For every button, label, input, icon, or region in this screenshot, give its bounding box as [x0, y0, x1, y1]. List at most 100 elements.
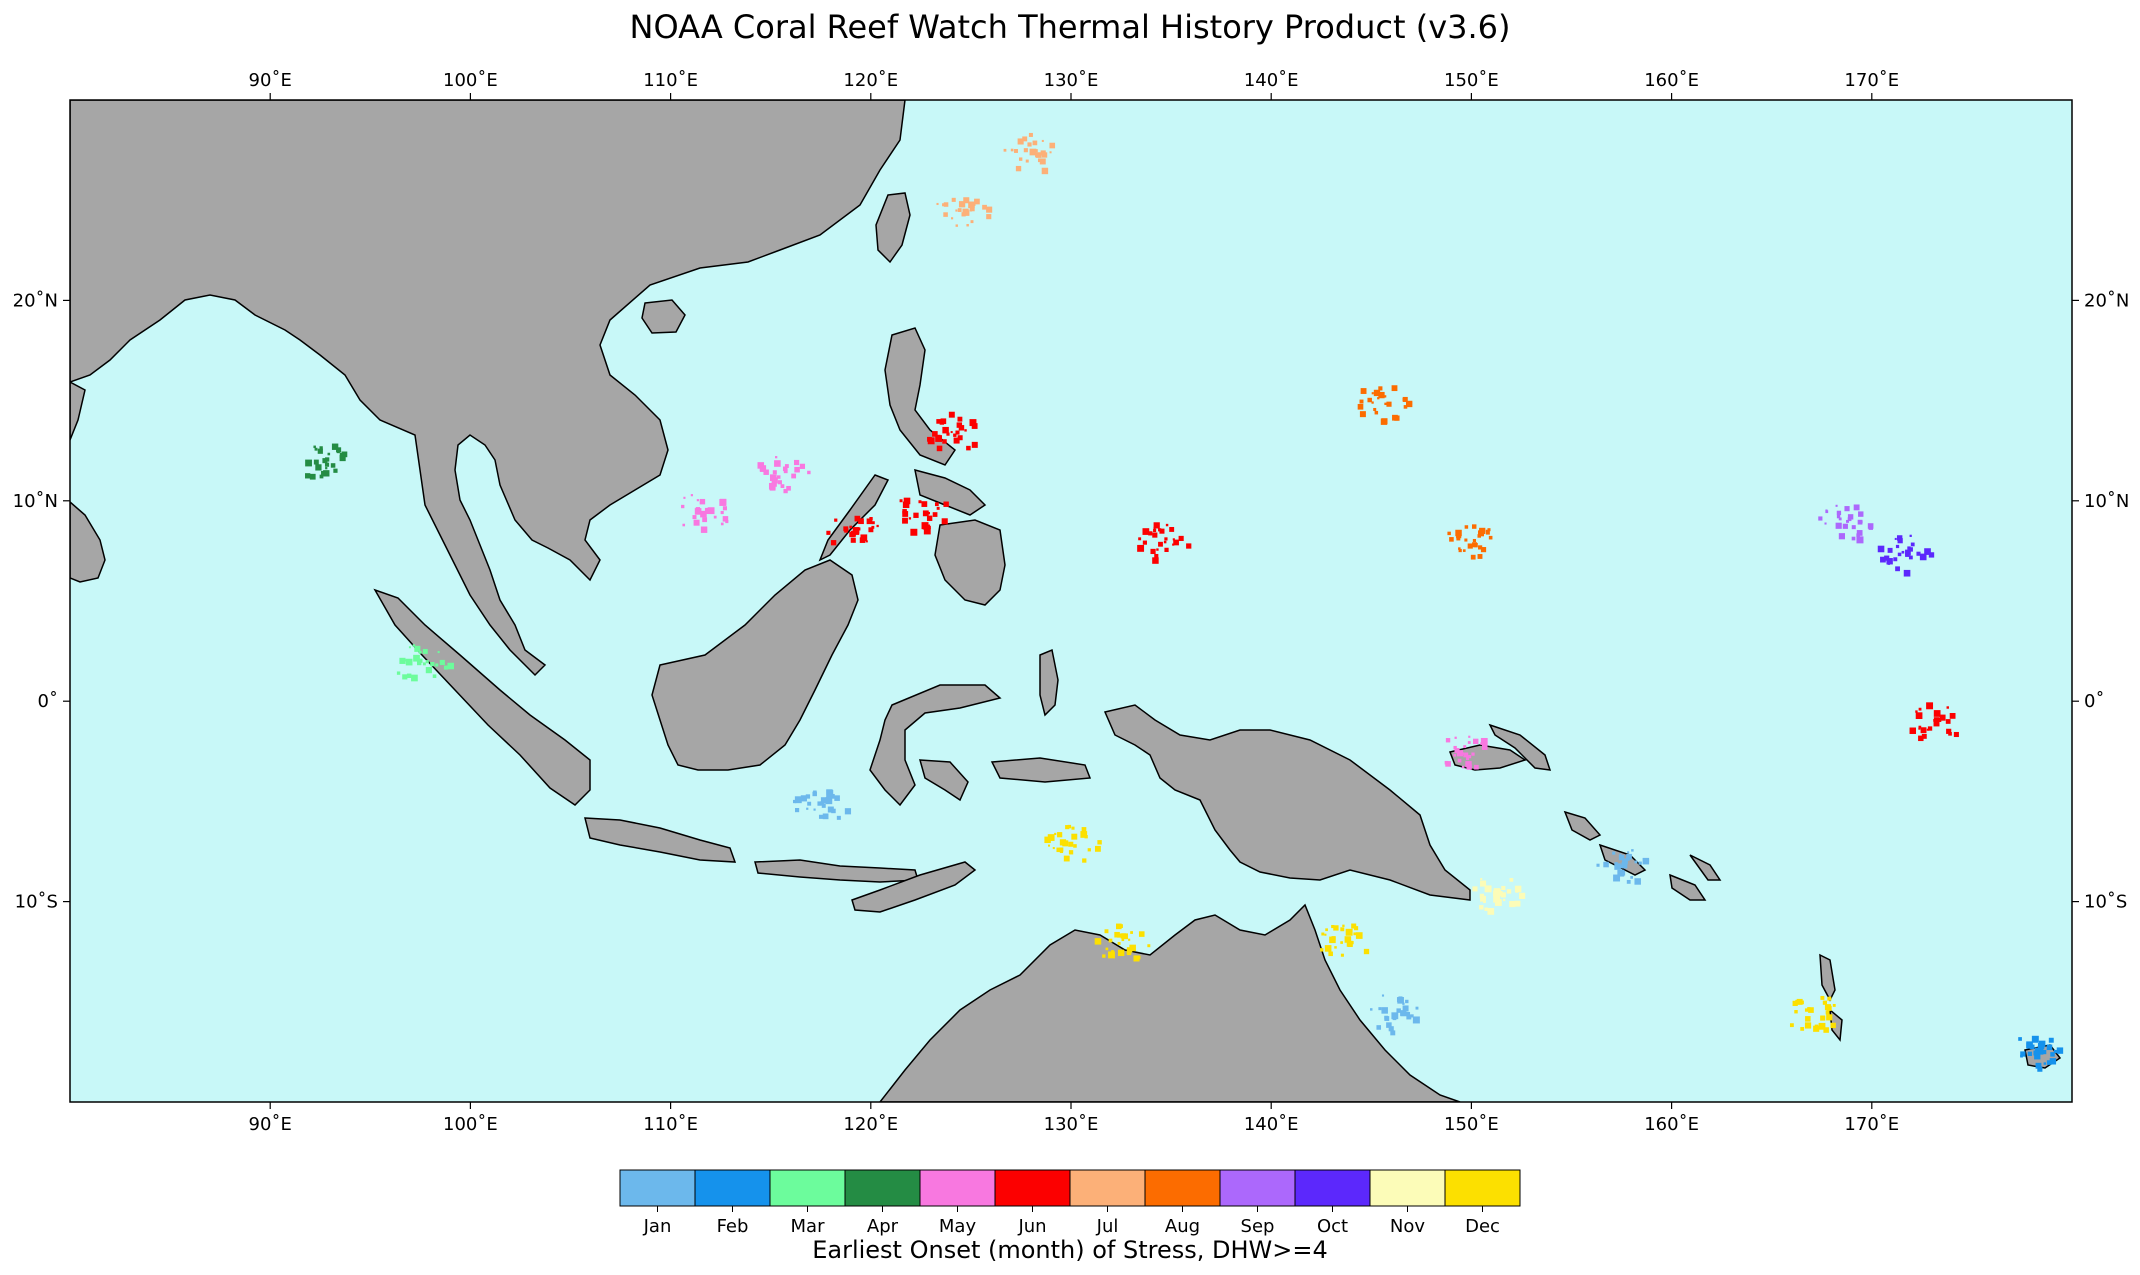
colorbar-swatch-sep: [1219, 1169, 1296, 1207]
land-new-ireland: [1488, 723, 1552, 771]
stress-cluster: [1444, 735, 1488, 770]
land-luzon: [884, 327, 957, 466]
lon-label-top: 160˚E: [1644, 70, 1699, 91]
lon-label-bottom: 120˚E: [843, 1114, 898, 1135]
stress-cluster: [1447, 524, 1493, 560]
colorbar-tick-label: Dec: [1465, 1216, 1500, 1237]
land-hainan: [641, 299, 686, 334]
lon-label-top: 120˚E: [843, 70, 898, 91]
colorbar-tick-label: Jul: [1096, 1216, 1119, 1237]
stress-cluster: [2018, 1035, 2064, 1072]
lon-label-bottom: 150˚E: [1444, 1114, 1499, 1135]
land-asia: [70, 100, 906, 677]
lon-label-top: 90˚E: [249, 70, 292, 91]
stress-cluster: [1909, 702, 1959, 742]
land-mindanao: [934, 519, 1006, 606]
lat-label-right: 20˚N: [2084, 290, 2129, 311]
land-visayas: [914, 468, 987, 516]
stress-cluster: [1003, 132, 1056, 175]
colorbar-tick-label: Aug: [1165, 1216, 1200, 1237]
colorbar-tick-label: Jun: [1017, 1216, 1046, 1237]
stress-cluster: [1094, 923, 1151, 962]
stress-cluster: [396, 644, 454, 682]
lat-label-right: 0˚: [2084, 691, 2104, 712]
stress-cluster: [305, 443, 348, 480]
colorbar-swatch-jan: [619, 1169, 696, 1207]
land-borneo: [651, 559, 859, 771]
stress-cluster: [793, 789, 852, 820]
colorbar-swatch-feb: [694, 1169, 771, 1207]
lon-label-bottom: 170˚E: [1844, 1114, 1899, 1135]
land-india: [70, 381, 86, 441]
land-new-guinea: [1103, 704, 1471, 901]
lon-label-top: 100˚E: [443, 70, 498, 91]
lon-label-bottom: 110˚E: [643, 1114, 698, 1135]
lon-label-top: 150˚E: [1444, 70, 1499, 91]
colorbar-swatch-aug: [1144, 1169, 1221, 1207]
lon-label-top: 110˚E: [643, 70, 698, 91]
land-sulawesi: [869, 684, 1002, 807]
colorbar-tick-label: Nov: [1390, 1216, 1425, 1237]
colorbar-swatch-dec: [1444, 1169, 1521, 1207]
lat-label-left: 10˚N: [13, 491, 58, 512]
land-taiwan: [875, 192, 911, 264]
land-layer: [70, 100, 2062, 1102]
colorbar-swatch-apr: [844, 1169, 921, 1207]
land-palawan: [818, 474, 890, 562]
colorbar-tick-label: Sep: [1241, 1216, 1275, 1237]
stress-cluster: [1596, 849, 1650, 885]
colorbar-tick-label: Apr: [867, 1216, 899, 1237]
colorbar-swatch-nov: [1369, 1169, 1446, 1207]
axis-ticks: 90˚E 90˚E 100˚E 100˚E 110˚E 110˚E 120˚E 120˚E 13…: [13, 70, 2130, 1135]
stress-cluster: [1370, 994, 1420, 1036]
lat-label-left: 10˚S: [15, 892, 58, 913]
stress-cluster: [681, 494, 729, 533]
lat-label-left: 0˚: [38, 691, 58, 712]
stress-cluster: [936, 197, 993, 227]
lat-label-left: 20˚N: [13, 290, 58, 311]
colorbar: Jan Feb Mar Apr May Jun Jul Aug Sep Oct Nov Dec: [619, 1169, 1521, 1237]
colorbar-swatch-oct: [1294, 1169, 1371, 1207]
colorbar-tick-label: May: [939, 1216, 977, 1237]
stress-cluster: [1472, 878, 1526, 915]
land-halmahera: [1039, 648, 1059, 717]
stress-cluster: [899, 497, 949, 536]
stress-cluster: [1789, 995, 1836, 1033]
lon-label-top: 170˚E: [1844, 70, 1899, 91]
colorbar-tick-label: Oct: [1317, 1216, 1348, 1237]
colorbar-swatch-jul: [1069, 1169, 1146, 1207]
stress-cluster: [1357, 385, 1413, 425]
stress-cluster: [1137, 522, 1192, 564]
colorbar-swatch-jun: [994, 1169, 1071, 1207]
land-australia: [879, 903, 1461, 1102]
stress-clusters-layer: [305, 132, 2064, 1072]
lon-label-bottom: 100˚E: [443, 1114, 498, 1135]
lat-label-right: 10˚S: [2084, 892, 2127, 913]
stress-cluster: [757, 456, 811, 494]
colorbar-tick-label: Jan: [643, 1216, 672, 1237]
stress-cluster: [1044, 824, 1102, 863]
lon-label-bottom: 160˚E: [1644, 1114, 1699, 1135]
lon-label-bottom: 130˚E: [1044, 1114, 1099, 1135]
land-java: [584, 817, 737, 863]
colorbar-swatch-mar: [769, 1169, 846, 1207]
stress-cluster: [1877, 534, 1935, 577]
land-timor: [851, 861, 977, 913]
colorbar-swatch-may: [919, 1169, 996, 1207]
lat-label-right: 10˚N: [2084, 491, 2129, 512]
stress-cluster: [1319, 923, 1370, 957]
stress-cluster: [1818, 504, 1874, 544]
map-title: NOAA Coral Reef Watch Thermal History Pr…: [629, 8, 1511, 46]
colorbar-label: Earliest Onset (month) of Stress, DHW>=4: [812, 1236, 1328, 1264]
stress-cluster: [826, 515, 879, 546]
land-sumatra: [373, 588, 591, 806]
lon-label-bottom: 90˚E: [249, 1114, 292, 1135]
lon-label-top: 140˚E: [1244, 70, 1299, 91]
colorbar-tick-label: Feb: [717, 1216, 749, 1237]
land-seram: [990, 757, 1092, 783]
land-sri-lanka: [70, 501, 106, 583]
land-solomons: [1563, 810, 1722, 901]
colorbar-tick-label: Mar: [791, 1216, 826, 1237]
